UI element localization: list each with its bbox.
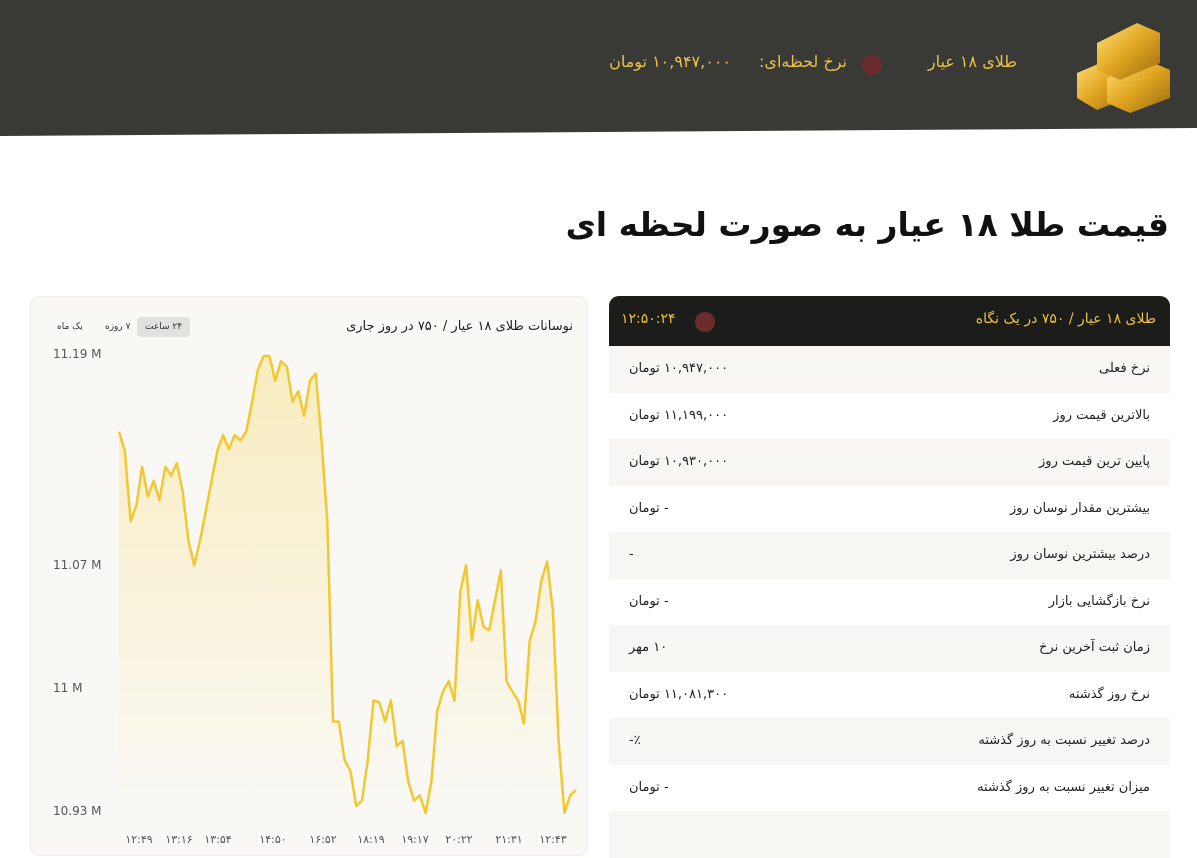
- info-row: میزان تغییر نسبت به روز گذشته - تومان: [609, 764, 1170, 811]
- price-area: [119, 356, 576, 813]
- site-header: طلای ۱۸ عیار نرخ لحظه‌ای: ۱۰,۹۴۷,۰۰۰ توم…: [0, 0, 1197, 136]
- info-row-value: -: [629, 547, 634, 562]
- y-tick-label: 11.19 M: [53, 347, 102, 361]
- info-row: نرخ روز گذشته ۱۱,۰۸۱,۳۰۰ تومان: [609, 671, 1170, 718]
- info-row-value: ۱۰,۹۳۰,۰۰۰ تومان: [629, 454, 729, 469]
- info-row: درصد تغییر نسبت به روز گذشته ٪-: [609, 718, 1170, 765]
- info-row-label: درصد بیشترین نوسان روز: [1010, 547, 1150, 562]
- info-row-value: - تومان: [629, 593, 669, 609]
- price-line: [117, 354, 577, 815]
- x-tick-label: ۱۶:۵۲: [309, 833, 337, 846]
- info-row: درصد بیشترین نوسان روز -: [609, 532, 1170, 579]
- range-24h-button[interactable]: ۲۴ ساعت: [137, 317, 191, 337]
- chart-title: نوسانات طلای ۱۸ عیار / ۷۵۰ در روز جاری: [346, 319, 573, 334]
- x-tick-label: ۱۳:۱۶: [165, 833, 193, 846]
- price-chart-card: نوسانات طلای ۱۸ عیار / ۷۵۰ در روز جاری ۲…: [30, 296, 588, 856]
- x-tick-label: ۱۴:۵۰: [259, 833, 287, 846]
- y-tick-label: 11 M: [53, 680, 83, 695]
- live-indicator: [695, 312, 715, 332]
- x-tick-label: ۱۳:۵۴: [204, 833, 232, 846]
- header-rate-value: ۱۰,۹۴۷,۰۰۰ تومان: [609, 52, 731, 71]
- y-tick-label: 11.07 M: [53, 557, 102, 572]
- info-row-value: ۱۰ مهر: [629, 640, 668, 655]
- x-tick-label: ۱۸:۱۹: [357, 833, 385, 846]
- info-row-value: - تومان: [629, 500, 669, 516]
- info-header: طلای ۱۸ عیار / ۷۵۰ در یک نگاه ۱۲:۵۰:۲۴: [609, 296, 1170, 346]
- page-title: قیمت طلا ۱۸ عیار به صورت لحظه ای: [565, 205, 1169, 244]
- y-tick-label: 10.93 M: [53, 804, 102, 818]
- info-title: طلای ۱۸ عیار / ۷۵۰ در یک نگاه: [975, 311, 1156, 327]
- x-tick-label: ۱۹:۱۷: [401, 833, 429, 846]
- info-row: زمان ثبت آخرین نرخ ۱۰ مهر: [609, 625, 1170, 672]
- header-gold-label: طلای ۱۸ عیار: [927, 52, 1017, 71]
- x-tick-label: ۱۲:۴۹: [125, 833, 153, 846]
- info-row-label: بیشترین مقدار نوسان روز: [1010, 500, 1150, 516]
- info-row: [609, 811, 1170, 858]
- price-chart: [117, 354, 577, 815]
- info-row-label: میزان تغییر نسبت به روز گذشته: [977, 779, 1150, 795]
- info-row: نرخ بازگشایی بازار - تومان: [609, 578, 1170, 625]
- info-row-value: ۱۱,۱۹۹,۰۰۰ تومان: [629, 407, 729, 423]
- info-table: طلای ۱۸ عیار / ۷۵۰ در یک نگاه ۱۲:۵۰:۲۴ ن…: [609, 296, 1170, 858]
- range-7d-button[interactable]: ۷ روزه: [105, 322, 131, 332]
- info-row-label: نرخ روز گذشته: [1068, 686, 1150, 702]
- info-time: ۱۲:۵۰:۲۴: [621, 311, 676, 327]
- live-indicator: [862, 55, 882, 75]
- gold-bars-icon: [1077, 23, 1170, 113]
- info-row: بیشترین مقدار نوسان روز - تومان: [609, 485, 1170, 532]
- info-row-label: پایین ترین قیمت روز: [1039, 454, 1150, 469]
- x-tick-label: ۲۰:۲۲: [445, 833, 473, 846]
- info-row-label: درصد تغییر نسبت به روز گذشته: [978, 733, 1150, 748]
- x-tick-label: ۱۲:۴۳: [539, 833, 567, 846]
- info-row-label: نرخ فعلی: [1099, 361, 1150, 376]
- info-row: نرخ فعلی ۱۰,۹۴۷,۰۰۰ تومان: [609, 346, 1170, 393]
- header-rate-label: نرخ لحظه‌ای:: [759, 52, 847, 71]
- info-row: بالاترین قیمت روز ۱۱,۱۹۹,۰۰۰ تومان: [609, 392, 1170, 439]
- x-tick-label: ۲۱:۳۱: [495, 833, 523, 846]
- info-row-value: ۱۱,۰۸۱,۳۰۰ تومان: [629, 686, 729, 702]
- range-1m-button[interactable]: یک ماه: [57, 322, 83, 332]
- info-row-label: بالاترین قیمت روز: [1053, 407, 1150, 423]
- info-row: پایین ترین قیمت روز ۱۰,۹۳۰,۰۰۰ تومان: [609, 439, 1170, 486]
- info-row-value: ۱۰,۹۴۷,۰۰۰ تومان: [629, 361, 729, 376]
- info-row-value: - تومان: [629, 779, 669, 795]
- info-row-label: نرخ بازگشایی بازار: [1048, 593, 1150, 609]
- info-row-value: ٪-: [629, 733, 641, 748]
- info-row-label: زمان ثبت آخرین نرخ: [1039, 640, 1150, 655]
